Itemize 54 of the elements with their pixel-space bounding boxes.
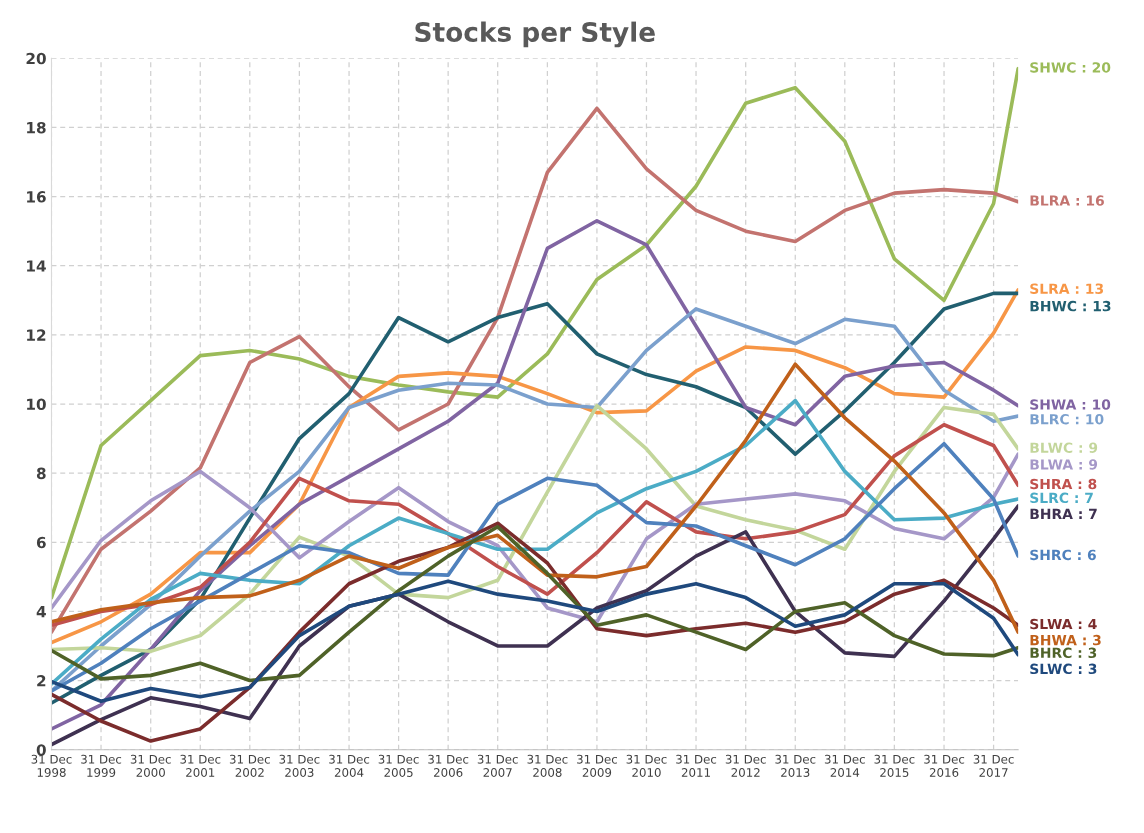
x-tick-label: 31 Dec 2017 xyxy=(973,754,1014,777)
annotation: SLRC : 7 xyxy=(1030,492,1093,504)
x-tick-label: 31 Dec 2007 xyxy=(477,754,518,777)
y-tick-label: 4 xyxy=(36,606,46,618)
y-tick-label: 12 xyxy=(27,329,46,341)
x-tick-label: 31 Dec 2001 xyxy=(180,754,221,777)
y-tick-label: 20 xyxy=(26,52,46,65)
x-tick-label: 31 Dec 1998 xyxy=(31,754,72,777)
x-tick-label: 31 Dec 2009 xyxy=(577,754,617,777)
annotation: SHWC : 20 xyxy=(1030,62,1111,73)
x-tick-label: 31 Dec 2006 xyxy=(428,754,469,777)
x-tick-label: 31 Dec 2014 xyxy=(824,754,865,777)
x-tick-label: 31 Dec 2010 xyxy=(626,754,667,777)
y-tick-label: 14 xyxy=(27,260,46,272)
x-tick-label: 31 Dec 2015 xyxy=(874,754,915,777)
annotation: SLWA : 4 xyxy=(1030,618,1097,630)
x-tick-label: 31 Dec 2016 xyxy=(924,754,965,777)
x-tick-label: 31 Dec 2000 xyxy=(130,754,171,777)
line-series xyxy=(51,362,1019,634)
annotation: SHRA : 8 xyxy=(1030,478,1097,490)
line-series xyxy=(51,452,1019,624)
x-tick-label: 31 Dec 2013 xyxy=(775,754,816,777)
x-tick-label: 31 Dec 2008 xyxy=(527,754,568,777)
y-tick-label: 10 xyxy=(27,398,46,411)
y-tick-label: 2 xyxy=(37,675,46,687)
y-tick-label: 18 xyxy=(27,121,46,134)
annotation: SLWC : 3 xyxy=(1030,663,1097,675)
annotation: BHWC : 13 xyxy=(1030,300,1111,312)
annotation: SHRC : 6 xyxy=(1030,549,1096,561)
x-tick-label: 31 Dec 2012 xyxy=(725,754,766,777)
annotation: BLRA : 16 xyxy=(1030,195,1104,206)
y-tick-label: 16 xyxy=(27,191,46,203)
x-tick-label: 31 Dec 2011 xyxy=(676,754,717,777)
annotation: SLRA : 13 xyxy=(1030,283,1104,294)
line-series xyxy=(51,441,1019,693)
line-series xyxy=(51,579,1019,704)
y-tick-label: 0 xyxy=(36,744,46,756)
line-series xyxy=(51,218,1019,731)
y-tick-label: 8 xyxy=(36,467,46,480)
annotation: SHWA : 10 xyxy=(1030,399,1111,410)
x-tick-label: 31 Dec 1999 xyxy=(81,754,122,777)
x-tick-label: 31 Dec 2002 xyxy=(229,754,270,777)
x-tick-label: 31 Dec 2003 xyxy=(279,754,320,777)
annotation: BHRC : 3 xyxy=(1030,647,1097,659)
y-tick-label: 6 xyxy=(36,536,46,549)
x-tick-label: 31 Dec 2005 xyxy=(378,754,419,777)
annotation: BHWA : 3 xyxy=(1030,634,1101,646)
annotation: BLWC : 9 xyxy=(1030,442,1098,453)
annotation: BLRC : 10 xyxy=(1030,413,1104,425)
chart-title: Stocks per Style xyxy=(415,21,655,48)
annotation: BLWA : 9 xyxy=(1030,459,1098,470)
line-series xyxy=(51,524,1019,683)
x-tick-label: 31 Dec 2004 xyxy=(329,754,370,777)
annotation: BHRA : 7 xyxy=(1030,508,1097,519)
